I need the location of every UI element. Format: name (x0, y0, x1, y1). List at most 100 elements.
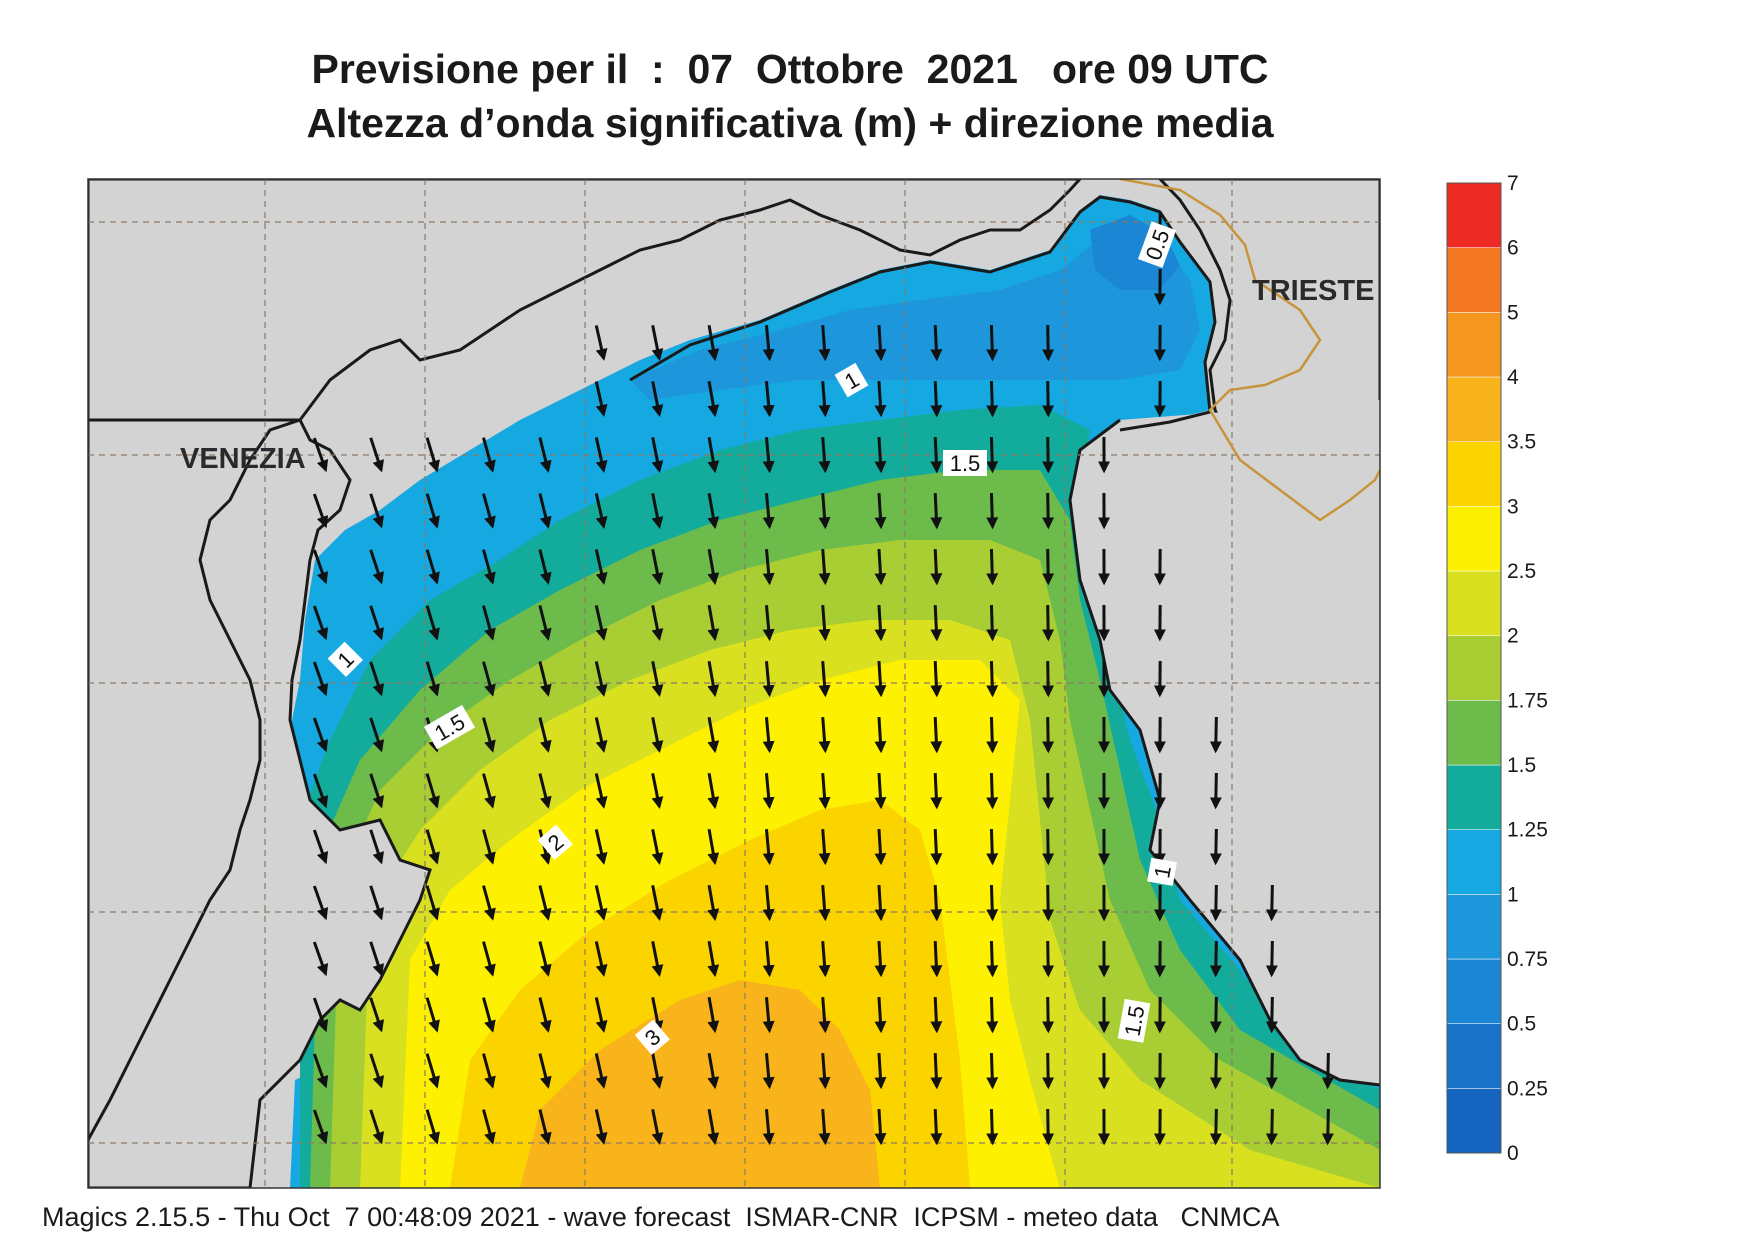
direction-arrow (879, 773, 881, 807)
colorbar-label: 1.75 (1507, 689, 1548, 712)
direction-arrow (879, 997, 881, 1031)
direction-arrow (935, 325, 937, 359)
direction-arrow (1048, 605, 1049, 639)
colorbar-swatch (1447, 1088, 1501, 1153)
direction-arrow (879, 661, 881, 695)
direction-arrow (935, 773, 937, 807)
direction-arrow (879, 717, 881, 751)
direction-arrow (1328, 1109, 1329, 1143)
direction-arrow (1048, 941, 1049, 975)
direction-arrow (1216, 829, 1217, 863)
direction-arrow (1272, 1109, 1273, 1143)
direction-arrow (991, 437, 992, 471)
colorbar-swatch (1447, 571, 1501, 636)
colorbar-label: 3.5 (1507, 431, 1536, 454)
direction-arrow (1048, 661, 1049, 695)
direction-arrow (991, 997, 992, 1031)
direction-arrow (1048, 829, 1049, 863)
colorbar-label: 2.5 (1507, 560, 1536, 583)
direction-arrow (935, 885, 937, 919)
footer-credits: Magics 2.15.5 - Thu Oct 7 00:48:09 2021 … (42, 1202, 1279, 1233)
direction-arrow (879, 493, 881, 527)
direction-arrow (935, 1053, 937, 1087)
colorbar-swatch (1447, 183, 1501, 248)
direction-arrow (991, 661, 992, 695)
colorbar-swatch (1447, 959, 1501, 1024)
direction-arrow (1216, 885, 1217, 919)
colorbar-swatch (1447, 377, 1501, 442)
direction-arrow (935, 829, 937, 863)
direction-arrow (1048, 549, 1049, 583)
direction-arrow (1328, 1053, 1329, 1087)
colorbar-label: 3 (1507, 495, 1519, 518)
direction-arrow (879, 941, 881, 975)
colorbar-swatch (1447, 636, 1501, 701)
direction-arrow (935, 997, 937, 1031)
direction-arrow (991, 885, 992, 919)
place-label-venezia: VENEZIA (180, 443, 306, 475)
colorbar-label: 0 (1507, 1142, 1519, 1165)
direction-arrow (879, 549, 881, 583)
colorbar-swatch (1447, 506, 1501, 571)
colorbar-swatch (1447, 312, 1501, 377)
direction-arrow (1048, 381, 1049, 415)
colorbar-swatch (1447, 442, 1501, 507)
direction-arrow (1216, 1053, 1217, 1087)
direction-arrow (1048, 1109, 1049, 1143)
direction-arrow (879, 381, 881, 415)
colorbar-label: 0.5 (1507, 1013, 1536, 1036)
direction-arrow (935, 437, 937, 471)
direction-arrow (879, 437, 881, 471)
colorbar-label: 2 (1507, 625, 1519, 648)
direction-arrow (1048, 885, 1049, 919)
direction-arrow (879, 829, 881, 863)
direction-arrow (879, 885, 881, 919)
contour-label: 1.5 (1120, 1004, 1150, 1038)
colorbar-label: 0.25 (1507, 1077, 1548, 1100)
direction-arrow (935, 661, 937, 695)
colorbar-swatch (1447, 894, 1501, 959)
direction-arrow (1048, 717, 1049, 751)
colorbar: 00.250.50.7511.251.51.7522.533.54567 (1447, 172, 1548, 1165)
direction-arrow (1216, 1109, 1217, 1143)
direction-arrow (935, 381, 937, 415)
colorbar-swatch (1447, 1024, 1501, 1089)
colorbar-label: 4 (1507, 366, 1519, 389)
place-label-trieste: TRIESTE (1252, 275, 1374, 307)
direction-arrow (1216, 773, 1217, 807)
colorbar-label: 6 (1507, 237, 1519, 260)
colorbar-swatch (1447, 765, 1501, 830)
colorbar-swatch (1447, 248, 1501, 313)
direction-arrow (1272, 997, 1273, 1031)
direction-arrow (1272, 885, 1273, 919)
contour-label: 1.5 (950, 451, 981, 476)
direction-arrow (1272, 1053, 1273, 1087)
direction-arrow (935, 549, 937, 583)
direction-arrow (1048, 437, 1049, 471)
direction-arrow (991, 325, 992, 359)
direction-arrow (1272, 941, 1273, 975)
direction-arrow (1216, 941, 1217, 975)
direction-arrow (1048, 1053, 1049, 1087)
direction-arrow (935, 605, 937, 639)
direction-arrow (1216, 997, 1217, 1031)
colorbar-swatch (1447, 830, 1501, 895)
direction-arrow (991, 941, 992, 975)
colorbar-label: 5 (1507, 301, 1519, 324)
colorbar-label: 0.75 (1507, 948, 1548, 971)
direction-arrow (1216, 717, 1217, 751)
direction-arrow (1048, 997, 1049, 1031)
direction-arrow (935, 941, 937, 975)
direction-arrow (935, 1109, 937, 1143)
direction-arrow (991, 381, 992, 415)
direction-arrow (991, 773, 992, 807)
direction-arrow (935, 717, 937, 751)
colorbar-label: 1.25 (1507, 819, 1548, 842)
colorbar-swatch (1447, 700, 1501, 765)
direction-arrow (991, 1053, 992, 1087)
direction-arrow (991, 549, 992, 583)
direction-arrow (879, 1053, 881, 1087)
colorbar-label: 1.5 (1507, 754, 1536, 777)
direction-arrow (991, 717, 992, 751)
